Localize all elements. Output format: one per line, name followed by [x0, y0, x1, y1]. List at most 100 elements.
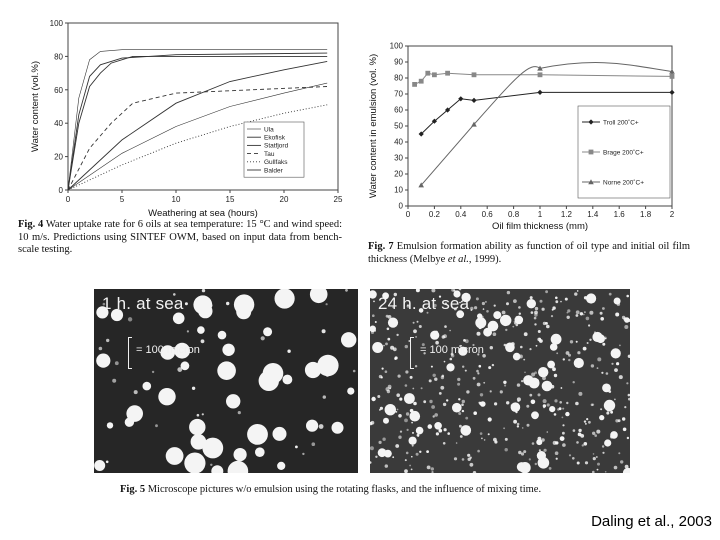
fig7-y-tick-label: 40 [394, 138, 403, 147]
micrograph-24h-droplet-small [564, 297, 568, 301]
fig7-x-tick-label: 1.8 [640, 210, 652, 219]
micrograph-1h-droplet [217, 361, 236, 380]
micrograph-24h-droplet-small [628, 397, 630, 401]
micrograph-24h-droplet-small [392, 306, 394, 309]
micrograph-1h-scale-label: = 100 micron [136, 344, 200, 356]
fig7-point-brage [425, 70, 431, 76]
micrograph-1h-droplet [189, 418, 206, 436]
micrograph-1h-droplet [202, 437, 224, 459]
micrograph-24h-droplet-small [472, 343, 475, 347]
micrograph-24h-droplet-small [426, 311, 429, 314]
micrograph-1h-droplet-small [102, 302, 106, 306]
micrograph-24h-droplet [370, 325, 376, 333]
micrograph-24h-droplet-small [523, 332, 528, 337]
fig7-point-brage [669, 74, 675, 79]
micrograph-24h-droplet-small [470, 309, 473, 311]
micrograph-1h-title: 1 h. at sea [102, 294, 184, 313]
fig4-chart: 0 20 40 60 80 100 0 5 10 15 20 25 Weathering at sea … [30, 19, 343, 219]
micrograph-24h-droplet-small [521, 427, 524, 429]
micrograph-24h-droplet-small [565, 351, 570, 355]
micrograph-24h-droplet-small [608, 292, 612, 296]
micrograph-1h-droplets [94, 289, 357, 473]
micrograph-24h-droplet-small [567, 309, 571, 313]
micrograph-24h-droplet-small [626, 436, 630, 440]
micrograph-1h-droplet [263, 327, 273, 337]
micrograph-24h-droplet-small [523, 358, 526, 361]
micrograph-24h-droplet-small [577, 351, 581, 355]
micrograph-24h-droplet [613, 297, 621, 305]
micrograph-24h-droplet-small [482, 308, 485, 310]
micrograph-24h-droplet-small [446, 399, 449, 402]
micrograph-24h-droplet-small [431, 471, 434, 473]
micrograph-24h-droplet-small [556, 352, 559, 355]
micrograph-1h-droplet [341, 332, 357, 348]
micrograph-24h-droplet-small [562, 443, 566, 447]
micrograph-24h-droplet-small [443, 428, 447, 432]
micrograph-24h-droplet-small [408, 340, 411, 342]
micrograph-24h-droplet-small [390, 345, 395, 350]
micrograph-24h-droplet-small [435, 340, 439, 345]
micrograph-24h-droplet [434, 422, 442, 430]
fig7-y-tick-label: 20 [394, 170, 403, 179]
micrograph-24h-droplet-small [375, 455, 378, 458]
micrograph-1h-droplet [190, 434, 207, 450]
fig7-x-tick-label: 0.8 [508, 210, 520, 219]
micrograph-24h-droplet-small [472, 376, 476, 380]
micrograph-24h-droplet-small [545, 290, 548, 294]
micrograph-24h-droplet-small [611, 362, 614, 365]
micrograph-24h-droplet [510, 402, 521, 412]
micrograph-24h-droplet-small [613, 465, 618, 470]
micrograph-24h-droplet-small [489, 390, 492, 393]
fig4-x-tick-label: 5 [120, 195, 125, 204]
micrograph-24h-droplet-small [418, 325, 422, 328]
micrograph-1h-droplet [304, 361, 322, 379]
micrograph-24h-droplet-small [443, 360, 446, 363]
micrograph-24h-droplet-small [592, 470, 595, 473]
micrograph-1h-droplet-small [287, 349, 291, 353]
micrograph-24h-droplet-small [575, 314, 579, 317]
micrograph-24h-droplet [372, 342, 384, 353]
micrograph-24h-droplet-small [415, 452, 419, 456]
micrograph-24h-droplet-small [550, 315, 554, 318]
micrograph-24h-droplet-small [459, 424, 462, 428]
micrograph-24h-droplet-small [546, 431, 549, 433]
micrograph-1h-droplet [94, 460, 106, 471]
micrograph-24h-droplet [512, 352, 521, 361]
micrograph-1h-droplet [106, 422, 114, 429]
micrograph-24h-droplet-small [405, 451, 409, 455]
micrograph-24h-droplet [427, 424, 433, 429]
micrograph-24h-droplet-small [387, 315, 392, 319]
micrograph-24h-droplet-small [430, 365, 433, 368]
micrograph-24h-droplet-small [512, 325, 515, 328]
micrograph-24h-droplet-small [494, 440, 498, 444]
micrograph-24h-droplet [493, 311, 502, 320]
micrograph-1h-droplet [172, 312, 185, 325]
micrograph-24h-droplet-small [411, 455, 413, 458]
micrograph-1h-droplet-small [311, 442, 316, 446]
micrograph-24h-droplet-small [478, 364, 482, 368]
micrograph-24h-droplet-small [459, 301, 461, 304]
micrograph-24h-droplet-small [539, 339, 543, 343]
fig4-series-line-ekofisk [67, 52, 328, 191]
micrograph-1h-droplet-small [260, 336, 265, 341]
micrograph-24h-droplet-small [555, 296, 558, 300]
micrograph-1h-droplet-small [237, 411, 241, 415]
fig7-x-tick-label: 1.2 [561, 210, 573, 219]
micrograph-24h-droplet-small [518, 312, 521, 315]
micrograph-24h-droplet-small [504, 384, 507, 387]
micrograph-24h-droplet-small [431, 289, 436, 293]
micrograph-24h-droplet-small [457, 382, 461, 386]
micrograph-24h-droplet-small [590, 364, 595, 368]
micrograph-24h-droplet-small [483, 439, 486, 441]
micrograph-1h-droplet [274, 289, 295, 309]
micrograph-24h-droplet [530, 399, 536, 405]
fig4-caption-label: Fig. 4 [18, 219, 44, 230]
micrograph-24h-droplet [409, 410, 421, 422]
micrograph-24h-droplet-small [476, 331, 481, 336]
micrograph-24h-droplet [480, 401, 486, 407]
micrograph-24h-droplet-small [434, 413, 438, 417]
fig4-legend-label: Tau [264, 151, 275, 158]
micrograph-24h-droplet-small [404, 344, 408, 349]
micrograph-24h-droplet-small [394, 357, 397, 360]
micrograph-24h-droplet-small [383, 344, 385, 347]
